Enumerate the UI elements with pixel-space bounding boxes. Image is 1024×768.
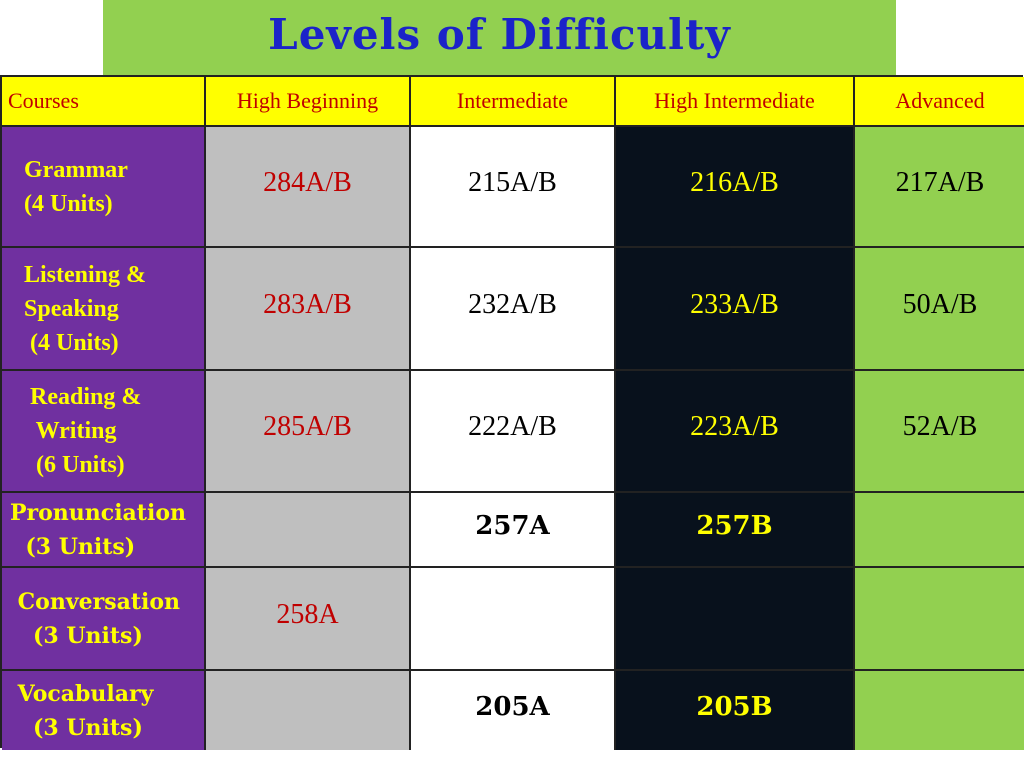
cell-grammar-advanced: 217A/B xyxy=(855,127,1024,248)
cell-pronunciation-high-beginning xyxy=(206,493,411,568)
cell-vocabulary-intermediate: 205A xyxy=(411,671,616,750)
header-advanced: Advanced xyxy=(855,77,1024,127)
page-title: Levels of Difficulty xyxy=(268,10,731,59)
course-reading-writing: Reading & Writing (6 Units) xyxy=(2,371,206,493)
header-high-intermediate: High Intermediate xyxy=(616,77,855,127)
cell-conversation-intermediate xyxy=(411,568,616,671)
cell-grammar-intermediate: 215A/B xyxy=(411,127,616,248)
cell-listening-high-intermediate: 233A/B xyxy=(616,248,855,371)
cell-reading-high-beginning: 285A/B xyxy=(206,371,411,493)
difficulty-table: Courses High Beginning Intermediate High… xyxy=(0,75,1024,750)
cell-listening-high-beginning: 283A/B xyxy=(206,248,411,371)
cell-pronunciation-intermediate: 257A xyxy=(411,493,616,568)
cell-conversation-high-beginning: 258A xyxy=(206,568,411,671)
course-conversation: Conversation (3 Units) xyxy=(2,568,206,671)
cell-vocabulary-high-beginning xyxy=(206,671,411,750)
cell-reading-high-intermediate: 223A/B xyxy=(616,371,855,493)
cell-conversation-high-intermediate xyxy=(616,568,855,671)
cell-grammar-high-beginning: 284A/B xyxy=(206,127,411,248)
header-intermediate: Intermediate xyxy=(411,77,616,127)
cell-grammar-high-intermediate: 216A/B xyxy=(616,127,855,248)
cell-vocabulary-high-intermediate: 205B xyxy=(616,671,855,750)
cell-vocabulary-advanced xyxy=(855,671,1024,750)
cell-pronunciation-high-intermediate: 257B xyxy=(616,493,855,568)
cell-conversation-advanced xyxy=(855,568,1024,671)
title-banner: Levels of Difficulty xyxy=(103,0,896,75)
cell-reading-advanced: 52A/B xyxy=(855,371,1024,493)
course-grammar: Grammar (4 Units) xyxy=(2,127,206,248)
cell-pronunciation-advanced xyxy=(855,493,1024,568)
cell-reading-intermediate: 222A/B xyxy=(411,371,616,493)
course-pronunciation: Pronunciation (3 Units) xyxy=(2,493,206,568)
header-courses: Courses xyxy=(2,77,206,127)
header-high-beginning: High Beginning xyxy=(206,77,411,127)
cell-listening-intermediate: 232A/B xyxy=(411,248,616,371)
course-vocabulary: Vocabulary (3 Units) xyxy=(2,671,206,750)
course-listening-speaking: Listening & Speaking (4 Units) xyxy=(2,248,206,371)
cell-listening-advanced: 50A/B xyxy=(855,248,1024,371)
